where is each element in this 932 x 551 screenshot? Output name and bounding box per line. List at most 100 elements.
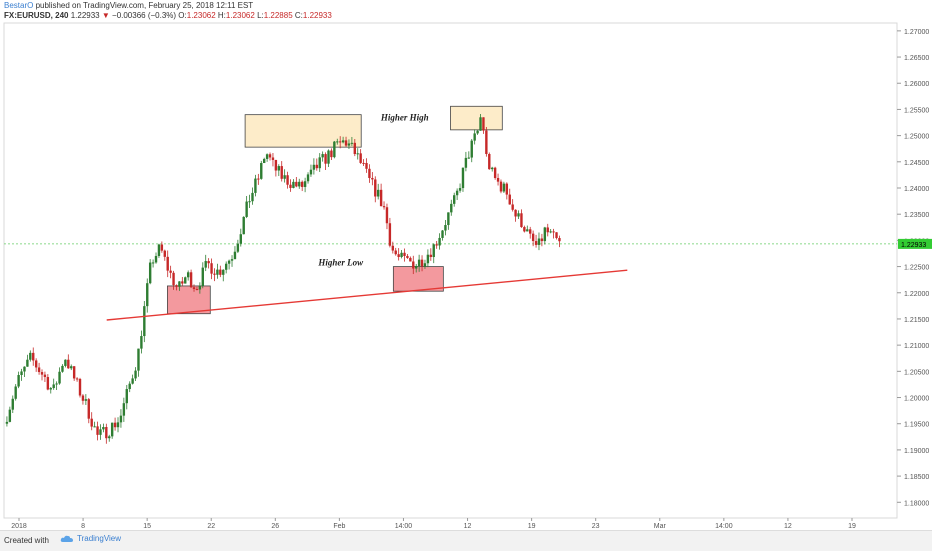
candle-body-up bbox=[262, 158, 266, 164]
candle-body-up bbox=[543, 227, 547, 242]
candle-body-up bbox=[260, 163, 263, 179]
open-label: O: bbox=[178, 11, 187, 20]
candle-body-up bbox=[102, 427, 105, 430]
y-tick-label: 1.24000 bbox=[904, 186, 929, 193]
candle-body-up bbox=[254, 178, 257, 193]
candle-body-down bbox=[192, 287, 196, 289]
footer-bar: Created with TradingView bbox=[0, 530, 932, 551]
candle-body-up bbox=[157, 244, 161, 256]
candle-body-down bbox=[210, 263, 213, 274]
x-tick-label: 26 bbox=[271, 523, 279, 530]
candle-body-down bbox=[531, 233, 535, 242]
demand-zone bbox=[392, 266, 444, 292]
low-value: 1.22885 bbox=[263, 11, 293, 20]
candle-body-down bbox=[520, 213, 523, 228]
candle-body-down bbox=[493, 167, 497, 178]
candle-body-up bbox=[303, 181, 307, 187]
candle-body-up bbox=[438, 237, 441, 246]
candle-body-down bbox=[412, 261, 415, 269]
candle-body-down bbox=[169, 270, 172, 273]
candle-body-up bbox=[517, 213, 520, 217]
candle-body-down bbox=[365, 162, 368, 169]
candle-body-up bbox=[198, 285, 202, 290]
candle-body-up bbox=[29, 352, 32, 360]
y-tick-label: 1.18500 bbox=[904, 474, 929, 481]
candle-body-down bbox=[394, 250, 397, 255]
candle-body-down bbox=[435, 244, 438, 246]
candle-body-up bbox=[52, 384, 55, 389]
candle-body-up bbox=[245, 201, 248, 217]
candle-body-up bbox=[400, 252, 403, 257]
y-tick-label: 1.25500 bbox=[904, 107, 929, 114]
candle-body-up bbox=[236, 243, 240, 252]
author-name[interactable]: BestarO bbox=[4, 1, 34, 10]
y-tick-label: 1.18000 bbox=[904, 500, 929, 507]
tradingview-brand[interactable]: TradingView bbox=[60, 534, 121, 543]
candle-body-down bbox=[213, 273, 216, 275]
candle-body-up bbox=[233, 251, 237, 260]
x-tick-label: Mar bbox=[654, 523, 667, 530]
x-tick-label: 14:00 bbox=[715, 523, 733, 530]
candle-body-down bbox=[163, 250, 166, 257]
candle-body-down bbox=[181, 281, 184, 284]
candle-body-up bbox=[49, 388, 52, 390]
candle-body-up bbox=[116, 422, 120, 428]
candle-body-up bbox=[148, 262, 152, 284]
y-tick-label: 1.22000 bbox=[904, 291, 929, 298]
candle-body-down bbox=[552, 231, 555, 233]
candle-body-down bbox=[496, 177, 500, 182]
candle-body-down bbox=[420, 259, 424, 267]
candle-body-down bbox=[514, 209, 517, 217]
candle-body-up bbox=[426, 254, 430, 264]
candle-body-up bbox=[356, 153, 359, 155]
candle-body-down bbox=[105, 427, 108, 439]
candle-body-up bbox=[321, 154, 324, 158]
candle-body-up bbox=[458, 188, 462, 191]
candle-body-up bbox=[186, 272, 190, 278]
candle-body-down bbox=[330, 150, 333, 158]
price-chart[interactable]: 1.27000 1.26500 1.26000 1.25500 1.25000 1.245… bbox=[0, 0, 932, 530]
candle-body-up bbox=[441, 230, 444, 238]
candle-body-up bbox=[230, 259, 234, 261]
candle-body-down bbox=[113, 422, 117, 428]
price-change: −0.00366 (−0.3%) bbox=[112, 11, 177, 20]
candle-body-down bbox=[195, 288, 199, 290]
candle-body-up bbox=[327, 150, 330, 164]
current-price-badge bbox=[898, 238, 932, 249]
candle-body-up bbox=[491, 167, 494, 170]
candle-body-down bbox=[257, 178, 260, 180]
candle-body-up bbox=[110, 422, 114, 437]
candle-body-up bbox=[312, 164, 316, 170]
candle-body-up bbox=[461, 167, 465, 189]
candle-body-up bbox=[125, 389, 128, 404]
candle-body-up bbox=[5, 421, 9, 424]
candle-body-down bbox=[78, 378, 82, 396]
candle-body-down bbox=[529, 229, 532, 234]
candle-body-up bbox=[26, 359, 29, 367]
candle-body-up bbox=[146, 283, 149, 307]
candle-body-down bbox=[268, 154, 272, 158]
candle-body-up bbox=[341, 140, 345, 143]
ohlc-line: FX:EURUSD, 240 1.22933 ▼ −0.00366 (−0.3%… bbox=[4, 11, 332, 20]
y-tick-label: 1.26500 bbox=[904, 55, 929, 62]
support-trendline bbox=[106, 269, 628, 321]
candle-body-up bbox=[122, 403, 126, 416]
candle-body-up bbox=[242, 216, 245, 235]
candle-body-down bbox=[505, 183, 509, 195]
candle-body-down bbox=[534, 241, 538, 245]
published-text: published on TradingView.com, February 2… bbox=[35, 1, 254, 10]
candle-body-down bbox=[87, 399, 90, 419]
candle-body-down bbox=[172, 272, 175, 286]
candle-body-up bbox=[216, 269, 219, 275]
candle-body-up bbox=[178, 281, 181, 287]
candle-body-up bbox=[318, 157, 321, 169]
candle-body-up bbox=[64, 359, 67, 366]
candle-body-up bbox=[306, 174, 310, 182]
tradingview-label: TradingView bbox=[77, 534, 122, 543]
candle-body-down bbox=[382, 206, 386, 208]
annotation-higher-high: Higher High bbox=[380, 112, 429, 122]
y-tick-label: 1.23500 bbox=[904, 212, 929, 219]
candle-body-up bbox=[134, 370, 137, 379]
candle-body-up bbox=[84, 399, 88, 401]
close-value: 1.22933 bbox=[302, 11, 332, 20]
